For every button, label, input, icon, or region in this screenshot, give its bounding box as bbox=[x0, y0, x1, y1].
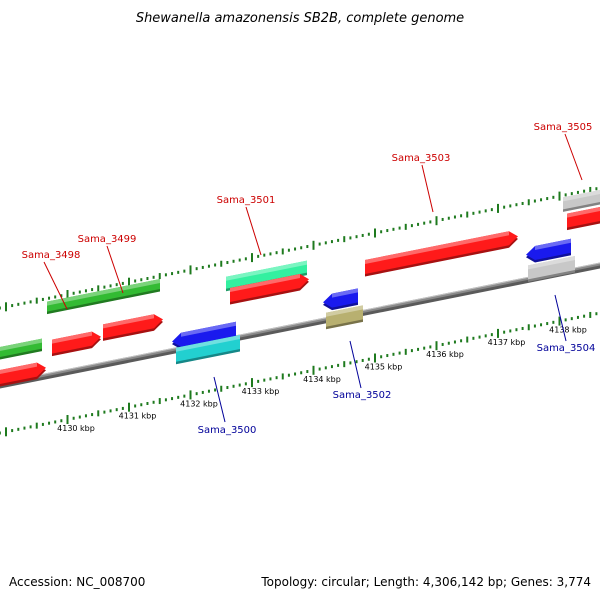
gene-label[interactable]: Sama_3498 bbox=[22, 250, 81, 261]
feature-highlight bbox=[0, 338, 42, 352]
feature-sama-3503[interactable] bbox=[365, 231, 518, 277]
feature-highlight bbox=[567, 207, 600, 218]
feature-sama-3501[interactable] bbox=[226, 260, 307, 292]
backbone-highlight bbox=[0, 262, 600, 384]
feature-red-d[interactable] bbox=[230, 274, 309, 305]
tick-label: 4135 kbp bbox=[365, 363, 403, 372]
feature-blue-c[interactable] bbox=[526, 238, 571, 263]
tick-row-upper bbox=[0, 186, 598, 312]
feature-red-c[interactable] bbox=[103, 314, 163, 341]
tick-label: 4134 kbp bbox=[303, 375, 341, 384]
feature-sama-3505[interactable] bbox=[563, 188, 600, 212]
tick-labels: 4130 kbp 4131 kbp 4132 kbp 4133 kbp 4134 kbp… bbox=[57, 326, 587, 433]
label-leader-line bbox=[564, 133, 583, 181]
feature-sama-3502[interactable] bbox=[326, 305, 363, 330]
label-leader-line bbox=[421, 164, 434, 213]
tick-label: 4130 kbp bbox=[57, 424, 95, 433]
feature-highlight bbox=[326, 305, 363, 317]
feature-sama-3498[interactable] bbox=[0, 338, 42, 362]
feature-highlight bbox=[226, 260, 307, 281]
feature-highlight bbox=[181, 321, 236, 337]
label-leader-line bbox=[349, 340, 362, 389]
feature-sama-3504[interactable] bbox=[528, 256, 575, 282]
feature-blue-b[interactable] bbox=[323, 288, 358, 311]
accession-text: Accession: NC_008700 bbox=[9, 575, 145, 589]
feature-red-b[interactable] bbox=[52, 331, 101, 357]
label-leader-line bbox=[213, 376, 226, 423]
feature-sama-3500[interactable] bbox=[176, 335, 240, 365]
tick-label: 4136 kbp bbox=[426, 350, 464, 359]
feature-highlight bbox=[365, 231, 509, 264]
tick-row-lower bbox=[0, 311, 598, 437]
feature-sama-3499[interactable] bbox=[47, 279, 160, 315]
gene-label[interactable]: Sama_3503 bbox=[392, 153, 451, 164]
feature-highlight bbox=[563, 189, 600, 202]
feature-layer bbox=[0, 188, 600, 389]
gene-label[interactable]: Sama_3501 bbox=[217, 195, 276, 206]
feature-highlight bbox=[528, 256, 575, 270]
label-leader-line bbox=[43, 261, 68, 310]
feature-body bbox=[103, 314, 163, 339]
feature-blue-a[interactable] bbox=[172, 321, 236, 350]
feature-highlight bbox=[230, 274, 300, 292]
feature-red-e[interactable] bbox=[567, 207, 600, 231]
feature-highlight bbox=[47, 279, 160, 306]
feature-highlight bbox=[0, 362, 37, 375]
feature-highlight bbox=[535, 238, 571, 250]
feature-red-a[interactable] bbox=[0, 362, 46, 389]
gene-label[interactable]: Sama_3504 bbox=[537, 343, 596, 354]
feature-body bbox=[52, 331, 101, 354]
tick-label: 4133 kbp bbox=[242, 387, 280, 396]
tick-label: 4131 kbp bbox=[119, 412, 157, 421]
backbone-layer bbox=[0, 262, 600, 389]
gene-label[interactable]: Sama_3505 bbox=[534, 122, 593, 133]
feature-highlight bbox=[52, 331, 92, 344]
tick-label: 4132 kbp bbox=[180, 399, 218, 408]
label-leader-line bbox=[554, 294, 567, 342]
tick-label: 4138 kbp bbox=[549, 326, 587, 335]
tick-rows bbox=[0, 186, 598, 437]
feature-body bbox=[230, 274, 309, 302]
gene-label[interactable]: Sama_3500 bbox=[198, 425, 257, 436]
feature-body bbox=[365, 231, 518, 274]
backbone-line bbox=[0, 262, 600, 386]
feature-highlight bbox=[332, 288, 358, 298]
label-layer: Sama_3498 Sama_3499 Sama_3501 Sama_3503 Sama… bbox=[22, 122, 596, 436]
genome-summary-text: Topology: circular; Length: 4,306,142 bp… bbox=[260, 575, 591, 589]
label-leader-line bbox=[245, 206, 262, 256]
gene-label[interactable]: Sama_3499 bbox=[78, 234, 137, 245]
gene-label[interactable]: Sama_3502 bbox=[333, 390, 392, 401]
backbone-shadow bbox=[0, 263, 600, 389]
feature-highlight bbox=[103, 314, 154, 329]
tick-label: 4137 kbp bbox=[488, 338, 526, 347]
label-leader-line bbox=[106, 245, 124, 294]
map-title: Shewanella amazonensis SB2B, complete ge… bbox=[136, 11, 464, 26]
feature-highlight bbox=[176, 335, 240, 352]
